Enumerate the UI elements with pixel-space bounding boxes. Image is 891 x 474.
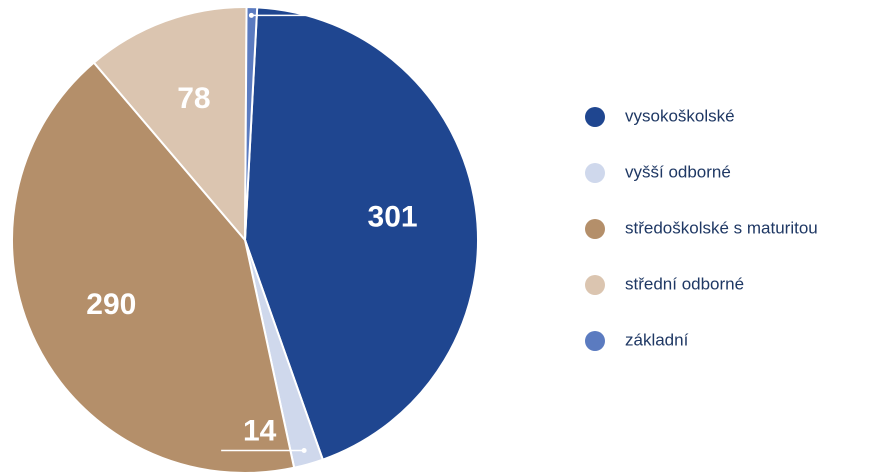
legend-swatch	[585, 163, 605, 183]
legend-swatch	[585, 219, 605, 239]
data-label: 301	[368, 201, 418, 234]
data-label: 290	[86, 288, 136, 321]
pie-slice	[11, 61, 296, 474]
pie-slice	[244, 5, 259, 241]
legend-swatch	[585, 275, 605, 295]
data-label: 78	[177, 82, 210, 115]
legend-label: vyšší odborné	[625, 162, 731, 181]
pie-slice	[243, 6, 479, 461]
legend-swatch	[585, 107, 605, 127]
data-label: 14	[243, 414, 277, 447]
data-label: 5	[274, 0, 291, 12]
legend-label: vysokoškolské	[625, 106, 735, 125]
legend-label: středoškolské s maturitou	[625, 218, 818, 237]
pie-slice	[92, 6, 248, 243]
leader-dot	[248, 12, 254, 18]
legend-label: střední odborné	[625, 274, 744, 293]
leader-dot	[301, 447, 307, 453]
legend-swatch	[585, 331, 605, 351]
legend-label: základní	[625, 330, 689, 349]
